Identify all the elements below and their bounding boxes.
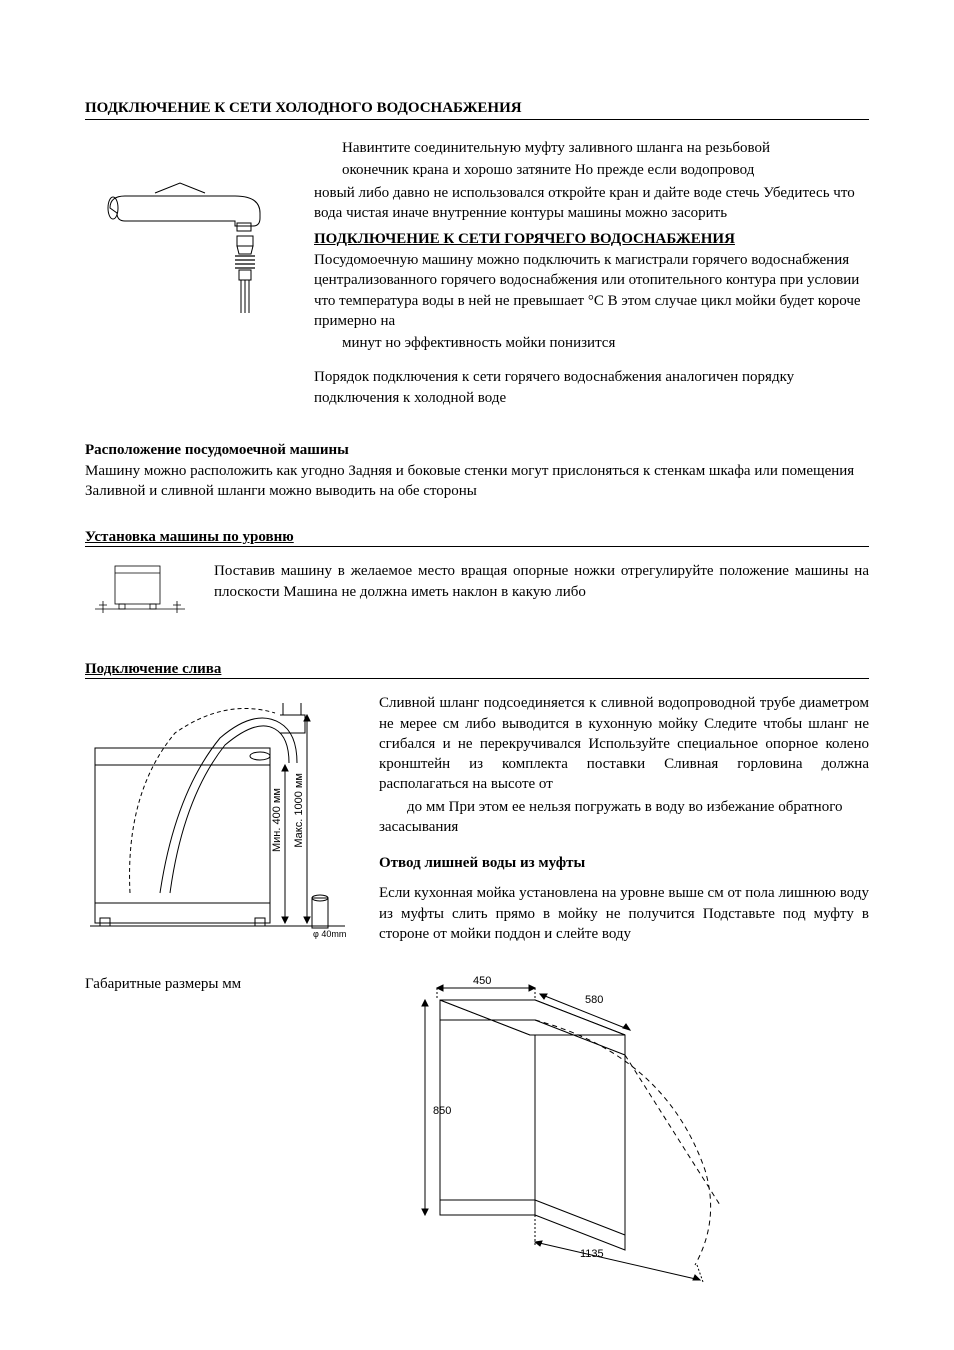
cold-water-text: Навинтите соединительную муфту заливного… [314, 138, 869, 414]
p: Поставив машину в желаемое место вращая … [214, 561, 869, 602]
cold-water-row: Навинтите соединительную муфту заливного… [85, 138, 869, 414]
dimensions-row: Габаритные размеры мм [85, 970, 869, 1290]
dimensions-illustration: 450 580 850 1135 [385, 970, 785, 1290]
p: до мм При этом ее нельзя погружать в вод… [379, 797, 869, 838]
level-illustration [85, 561, 200, 621]
faucet-illustration [85, 178, 300, 318]
drain-pipe-label: φ 40mm [313, 929, 346, 939]
dim-depth: 580 [585, 994, 603, 1006]
level-text: Поставив машину в желаемое место вращая … [214, 561, 869, 608]
p: оконечник крана и хорошо затяните Но пре… [314, 160, 869, 180]
section-heading-hot-water: ПОДКЛЮЧЕНИЕ К СЕТИ ГОРЯЧЕГО ВОДОСНАБЖЕНИ… [314, 231, 869, 248]
dimensions-heading: Габаритные размеры мм [85, 970, 385, 993]
dim-door-open: 1135 [580, 1248, 604, 1260]
section-heading-placement: Расположение посудомоечной машины [85, 442, 869, 459]
drain-min-label: Мин. 400 мм [271, 788, 283, 852]
drain-row: Мин. 400 мм Макс. 1000 мм φ 40mm Сливной… [85, 693, 869, 950]
p: новый либо давно не использовался открой… [314, 183, 869, 224]
document-page: ПОДКЛЮЧЕНИЕ К СЕТИ ХОЛОДНОГО ВОДОСНАБЖЕН… [0, 0, 954, 1350]
drain-max-label: Макс. 1000 мм [293, 773, 305, 848]
section-heading-cold-water: ПОДКЛЮЧЕНИЕ К СЕТИ ХОЛОДНОГО ВОДОСНАБЖЕН… [85, 100, 869, 120]
drain-illustration: Мин. 400 мм Макс. 1000 мм φ 40mm [85, 693, 365, 943]
subheading-overflow: Отвод лишней воды из муфты [379, 853, 869, 873]
dim-width: 450 [473, 975, 491, 987]
p: Навинтите соединительную муфту заливного… [314, 138, 869, 158]
drain-text: Сливной шланг подсоединяется к сливной в… [379, 693, 869, 950]
p: Если кухонная мойка установлена на уровн… [379, 883, 869, 944]
section-heading-level: Установка машины по уровню [85, 529, 869, 547]
p: Машину можно расположить как угодно Задн… [85, 461, 869, 502]
level-row: Поставив машину в желаемое место вращая … [85, 561, 869, 621]
p: Сливной шланг подсоединяется к сливной в… [379, 693, 869, 794]
p: минут но эффективность мойки понизится [314, 333, 869, 353]
p: Порядок подключения к сети горячего водо… [314, 367, 869, 408]
p: Посудомоечную машину можно подключить к … [314, 250, 869, 331]
section-heading-drain: Подключение слива [85, 661, 869, 679]
dim-height: 850 [433, 1105, 451, 1117]
